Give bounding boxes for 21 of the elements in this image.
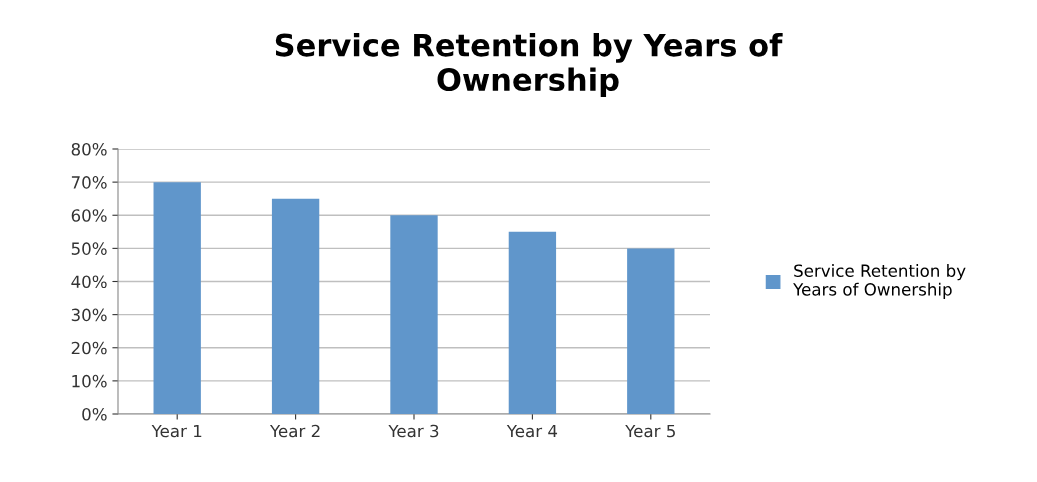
bar xyxy=(153,182,201,414)
legend-label: Service Retention by Years of Ownership xyxy=(793,264,966,299)
y-tick-label: 60% xyxy=(71,209,107,222)
y-tick-label: 20% xyxy=(71,341,107,355)
x-tick-label: Year 5 xyxy=(625,424,675,438)
y-tick-label: 10% xyxy=(72,374,107,388)
bar xyxy=(390,215,438,414)
y-tick-label: 40% xyxy=(71,275,107,289)
x-tick-label: Year 2 xyxy=(269,424,320,438)
y-tick-label: 70% xyxy=(71,176,107,189)
x-tick-label: Year 4 xyxy=(506,424,558,438)
chart-title: Service Retention by Years of Ownership xyxy=(275,32,783,98)
bar xyxy=(271,198,320,414)
y-tick-label: 50% xyxy=(71,242,107,255)
x-tick-label: Year 1 xyxy=(151,424,202,438)
x-tick-label: Year 3 xyxy=(388,424,439,438)
bar xyxy=(508,231,557,414)
y-tick-label: 30% xyxy=(71,308,107,322)
y-tick-label: 0% xyxy=(82,407,107,421)
y-tick-label: 80% xyxy=(71,142,107,156)
bar xyxy=(627,248,675,414)
